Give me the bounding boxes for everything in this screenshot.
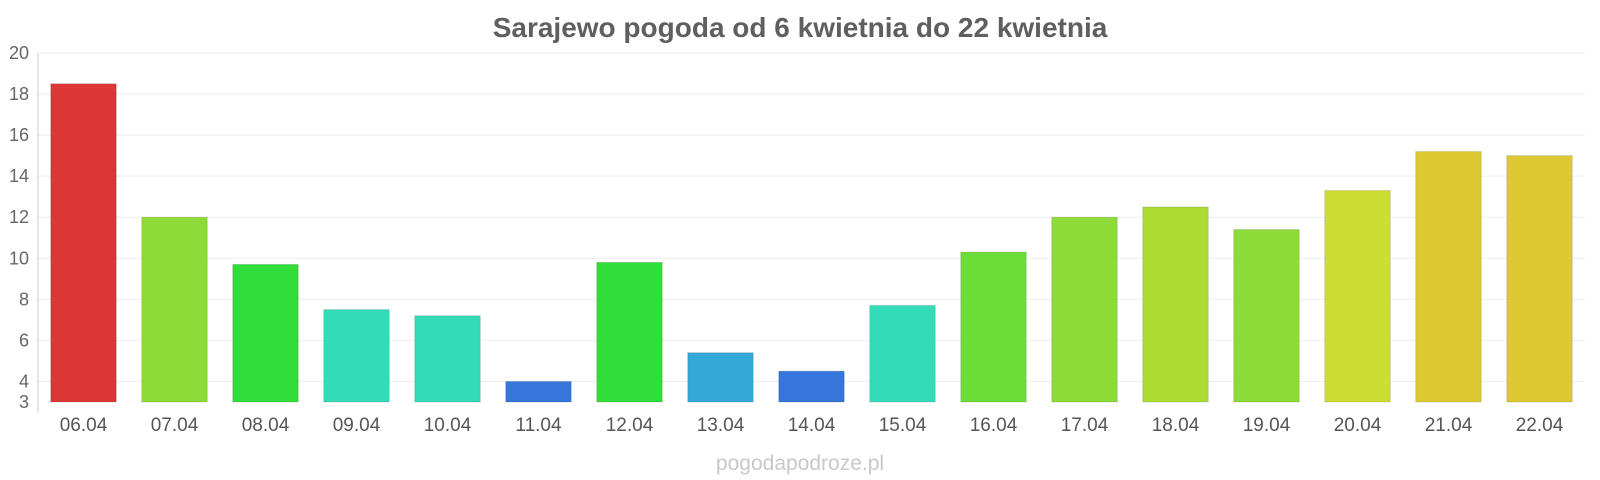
x-tick-label: 08.04 — [242, 415, 290, 436]
bar-16.04 — [960, 251, 1027, 403]
bar-19.04 — [1233, 229, 1300, 403]
x-tick-label: 10.04 — [424, 415, 472, 436]
x-tick-label: 07.04 — [151, 415, 199, 436]
x-tick-label: 09.04 — [333, 415, 381, 436]
x-tick-label: 13.04 — [697, 415, 745, 436]
y-tick-label: 4 — [19, 371, 29, 391]
y-axis-ticks: 34 6 8 10 12 14 16 18 20 — [9, 43, 29, 412]
bar-14.04 — [778, 370, 845, 403]
bar-07.04 — [141, 216, 208, 403]
x-tick-label: 06.04 — [60, 415, 108, 436]
bar-21.04 — [1415, 151, 1482, 403]
x-tick-label: 15.04 — [879, 415, 927, 436]
x-tick-label: 17.04 — [1061, 415, 1109, 436]
bar-06.04 — [50, 83, 117, 403]
x-tick-label: 12.04 — [606, 415, 654, 436]
x-tick-label: 19.04 — [1243, 415, 1291, 436]
y-tick-label: 10 — [9, 248, 29, 268]
y-tick-label: 3 — [19, 392, 29, 412]
bar-12.04 — [596, 261, 663, 403]
y-tick-label: 6 — [19, 330, 29, 350]
bar-17.04 — [1051, 216, 1118, 403]
x-tick-label: 21.04 — [1425, 415, 1473, 436]
x-tick-label: 18.04 — [1152, 415, 1200, 436]
bar-09.04 — [323, 309, 390, 403]
watermark: pogodapodroze.pl — [716, 452, 884, 475]
y-tick-label: 14 — [9, 166, 29, 186]
chart-title: Sarajewo pogoda od 6 kwietnia do 22 kwie… — [493, 12, 1108, 43]
bar-13.04 — [687, 352, 754, 403]
bar-11.04 — [505, 380, 572, 403]
x-tick-label: 14.04 — [788, 415, 836, 436]
x-tick-label: 20.04 — [1334, 415, 1382, 436]
y-tick-label: 12 — [9, 207, 29, 227]
y-tick-label: 8 — [19, 289, 29, 309]
x-tick-label: 16.04 — [970, 415, 1018, 436]
bar-22.04 — [1506, 155, 1573, 403]
y-tick-label: 18 — [9, 84, 29, 104]
bar-20.04 — [1324, 190, 1391, 403]
y-tick-label: 16 — [9, 125, 29, 145]
bar-08.04 — [232, 263, 299, 403]
bar-18.04 — [1142, 206, 1209, 403]
x-tick-label: 11.04 — [515, 415, 562, 436]
y-tick-label: 20 — [9, 43, 29, 63]
x-axis-labels: 06.04 07.04 08.04 09.04 10.04 11.04 12.04 13.04… — [60, 415, 1564, 436]
bars — [50, 83, 1573, 403]
bar-10.04 — [414, 315, 481, 403]
bar-15.04 — [869, 305, 936, 403]
x-tick-label: 22.04 — [1516, 415, 1564, 436]
